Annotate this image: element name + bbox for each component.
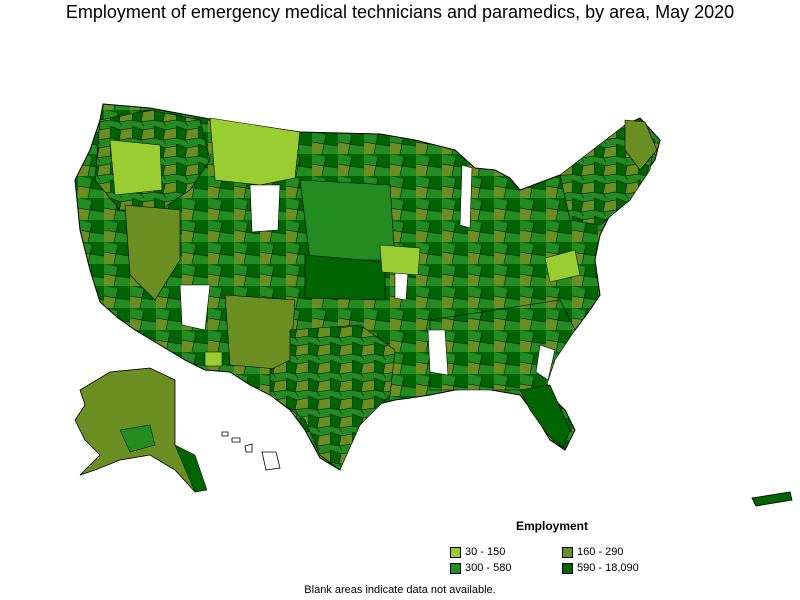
blank-nevada-south <box>179 284 211 331</box>
legend-label: 590 - 18,090 <box>577 562 639 574</box>
blank-wyoming <box>249 184 281 233</box>
blank-south-carolina <box>535 344 556 381</box>
light-area-kentucky <box>544 249 581 283</box>
region-new-mexico <box>224 294 296 371</box>
legend-item-590-18090: 590 - 18,090 <box>562 562 639 574</box>
legend-label: 30 - 150 <box>465 546 506 558</box>
region-nevada <box>124 204 181 301</box>
hawaii <box>221 431 281 471</box>
legend-item-160-290: 160 - 290 <box>562 546 623 558</box>
puerto-rico <box>751 491 793 507</box>
legend-title: Employment <box>516 519 589 533</box>
map-title: Employment of emergency medical technici… <box>65 2 735 22</box>
legend-label: 300 - 580 <box>465 562 512 574</box>
legend-item-300-580: 300 - 580 <box>450 562 511 574</box>
legend-swatch <box>562 546 573 558</box>
legend-swatch <box>450 546 461 558</box>
footnote: Blank areas indicate data not available. <box>304 584 496 596</box>
region-florida <box>519 384 571 449</box>
region-montana <box>209 117 301 186</box>
blank-mississippi <box>427 329 449 376</box>
legend-item-30-150: 30 - 150 <box>450 546 505 558</box>
light-area-arizona-south <box>204 351 223 367</box>
light-area-iowa <box>379 244 421 276</box>
blank-lake-michigan <box>459 164 473 229</box>
alaska-southcentral <box>119 424 156 453</box>
region-maine <box>624 119 658 171</box>
blank-missouri <box>394 269 409 301</box>
legend-label: 160 - 290 <box>577 546 624 558</box>
alaska-panhandle <box>174 444 208 493</box>
legend-swatch <box>562 562 573 574</box>
light-area-idaho <box>109 139 163 196</box>
legend-swatch <box>450 562 461 574</box>
region-texas <box>269 324 396 471</box>
region-kansas <box>304 254 386 301</box>
